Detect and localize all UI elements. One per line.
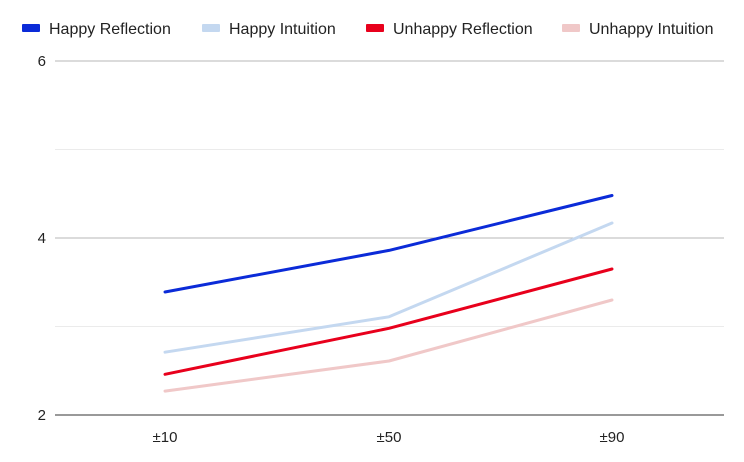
legend-label: Unhappy Reflection [393, 21, 533, 38]
x-axis-ticks: ±10 ±50 ±90 [153, 429, 625, 446]
x-tick-label: ±90 [600, 429, 625, 446]
series-line-unhappy-reflection [163, 267, 614, 376]
legend-label: Happy Intuition [229, 21, 336, 38]
gridlines [55, 60, 724, 416]
y-axis-ticks: 2 4 6 [38, 53, 46, 424]
legend-swatch [562, 24, 580, 32]
legend-swatch [202, 24, 220, 32]
series-line-unhappy-intuition [163, 298, 614, 393]
legend-swatch [366, 24, 384, 32]
legend-item[interactable]: Unhappy Intuition [562, 21, 714, 38]
legend-label: Unhappy Intuition [589, 21, 714, 38]
series-line-happy-intuition [163, 221, 614, 354]
series-line-happy-reflection [163, 194, 614, 294]
y-tick-label: 2 [38, 407, 46, 424]
legend-swatch [22, 24, 40, 32]
legend-item[interactable]: Happy Intuition [202, 21, 336, 38]
y-tick-label: 6 [38, 53, 46, 70]
y-tick-label: 4 [38, 230, 46, 247]
legend-item[interactable]: Happy Reflection [22, 21, 171, 38]
legend: Happy Reflection Happy Intuition Unhappy R… [22, 21, 714, 38]
series-lines [163, 194, 614, 393]
legend-label: Happy Reflection [49, 21, 171, 38]
x-tick-label: ±50 [377, 429, 402, 446]
legend-item[interactable]: Unhappy Reflection [366, 21, 533, 38]
x-tick-label: ±10 [153, 429, 178, 446]
